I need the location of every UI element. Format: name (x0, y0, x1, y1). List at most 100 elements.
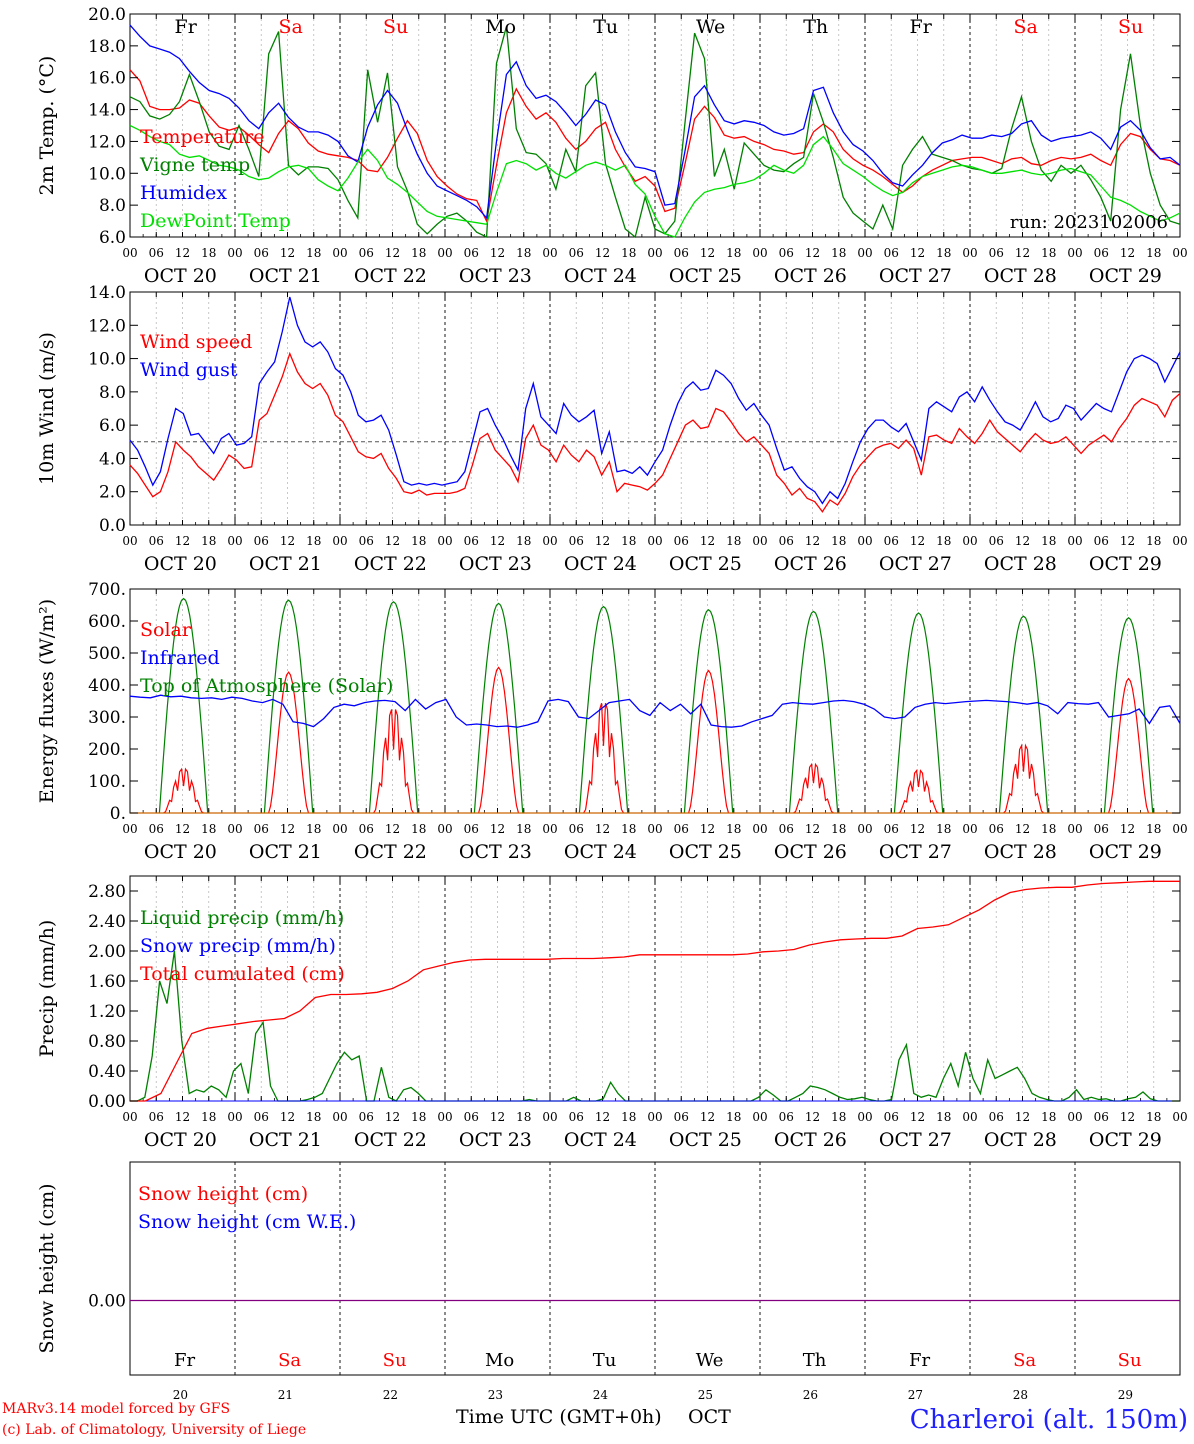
x-hour-label: 06 (1094, 1110, 1109, 1124)
x-hour-label: 18 (516, 822, 531, 836)
x-hour-label: 18 (831, 1110, 846, 1124)
x-hour-label: 18 (621, 534, 636, 548)
y-tick-label: 200. (88, 740, 126, 760)
x-date-label: OCT 22 (354, 1129, 427, 1151)
legend-snow-height-cm-: Snow height (cm) (138, 1183, 308, 1205)
x-date-label: OCT 22 (354, 265, 427, 287)
toa-solar-curve (1103, 617, 1154, 814)
x-hour-label: 18 (411, 822, 426, 836)
x-hour-label: 12 (1120, 822, 1135, 836)
x-hour-label: 00 (1172, 246, 1187, 260)
y-tick-label: 1.20 (88, 1002, 126, 1022)
x-date-label: OCT 20 (144, 1129, 217, 1151)
solar-curve (373, 709, 415, 814)
day-number: 23 (488, 1388, 503, 1402)
x-hour-label: 12 (1015, 822, 1030, 836)
x-hour-label: 18 (411, 534, 426, 548)
y-tick-label: 0.00 (88, 1292, 126, 1312)
day-name-top: Su (383, 16, 408, 38)
series-line (129, 351, 1181, 513)
solar-curve (793, 762, 834, 814)
x-hour-label: 00 (332, 534, 347, 548)
y-axis-label: 10m Wind (m/s) (36, 332, 58, 485)
y-tick-label: 18.0 (88, 37, 126, 57)
x-hour-label: 12 (805, 822, 820, 836)
day-name-bottom: Sa (1013, 1350, 1036, 1371)
x-hour-label: 12 (175, 534, 190, 548)
x-hour-label: 18 (726, 1110, 741, 1124)
legend-top-of-atmosphere-solar-: Top of Atmosphere (Solar) (140, 675, 393, 697)
x-hour-label: 06 (1094, 534, 1109, 548)
day-number: 29 (1118, 1388, 1133, 1402)
y-tick-label: 0.0 (99, 516, 126, 536)
y-tick-label: 300. (88, 708, 126, 728)
x-hour-label: 12 (700, 534, 715, 548)
x-hour-label: 06 (569, 246, 584, 260)
x-date-label: OCT 29 (1089, 841, 1162, 863)
x-hour-label: 06 (1094, 822, 1109, 836)
x-hour-label: 00 (542, 822, 557, 836)
x-hour-label: 06 (359, 822, 374, 836)
day-name-bottom: Tu (593, 1350, 617, 1371)
x-hour-label: 00 (227, 1110, 242, 1124)
x-hour-label: 12 (385, 534, 400, 548)
x-date-label: OCT 24 (564, 553, 637, 575)
day-name-top: We (696, 16, 725, 38)
x-hour-label: 12 (910, 1110, 925, 1124)
day-number: 28 (1013, 1388, 1028, 1402)
x-hour-label: 06 (569, 534, 584, 548)
x-date-label: OCT 24 (564, 265, 637, 287)
solar-curve (688, 669, 730, 814)
toa-solar-curve (368, 601, 419, 814)
x-axis-label: Time UTC (GMT+0h) (456, 1406, 662, 1428)
day-name-top: Su (1118, 16, 1143, 38)
x-hour-label: 18 (306, 1110, 321, 1124)
x-date-label: OCT 22 (354, 553, 427, 575)
x-hour-label: 00 (647, 822, 662, 836)
x-hour-label: 00 (752, 534, 767, 548)
day-name-bottom: Th (803, 1350, 827, 1371)
x-hour-label: 18 (1146, 246, 1161, 260)
day-number: 27 (908, 1388, 923, 1402)
x-hour-label: 06 (569, 1110, 584, 1124)
x-hour-label: 06 (464, 822, 479, 836)
y-axis-label: Snow height (cm) (36, 1183, 58, 1353)
toa-solar-curve (578, 605, 629, 814)
y-tick-label: 2.40 (88, 912, 126, 932)
legend-infrared: Infrared (140, 647, 220, 669)
x-hour-label: 18 (726, 246, 741, 260)
x-hour-label: 06 (779, 822, 794, 836)
run-label: run: 2023102006 (1010, 212, 1168, 233)
x-hour-label: 00 (122, 822, 137, 836)
y-tick-label: 2.00 (88, 942, 126, 962)
x-hour-label: 06 (149, 822, 164, 836)
y-tick-label: 0.00 (88, 1092, 126, 1112)
x-hour-label: 18 (936, 822, 951, 836)
x-hour-label: 06 (254, 534, 269, 548)
x-hour-label: 06 (359, 246, 374, 260)
y-axis-label: Energy fluxes (W/m²) (36, 599, 58, 803)
x-hour-label: 18 (516, 246, 531, 260)
legend-liquid-precip-mm-h-: Liquid precip (mm/h) (140, 907, 344, 929)
y-tick-label: 16.0 (88, 69, 126, 89)
solar-curve (268, 671, 310, 814)
x-date-label: OCT 27 (879, 1129, 952, 1151)
x-date-label: OCT 28 (984, 841, 1057, 863)
x-hour-label: 00 (437, 534, 452, 548)
x-hour-label: 18 (411, 1110, 426, 1124)
x-hour-label: 00 (437, 246, 452, 260)
x-hour-label: 18 (201, 246, 216, 260)
x-hour-label: 06 (464, 1110, 479, 1124)
day-number: 26 (803, 1388, 818, 1402)
cumulated-precip-line (130, 880, 1180, 1102)
x-hour-label: 06 (254, 822, 269, 836)
x-date-label: OCT 26 (774, 553, 847, 575)
x-hour-label: 00 (122, 246, 137, 260)
x-hour-label: 00 (752, 822, 767, 836)
x-hour-label: 00 (437, 1110, 452, 1124)
x-hour-label: 12 (280, 534, 295, 548)
x-date-label: OCT 20 (144, 553, 217, 575)
y-tick-label: 8.0 (99, 383, 126, 403)
x-hour-label: 12 (805, 246, 820, 260)
y-tick-label: 2.0 (99, 483, 126, 503)
